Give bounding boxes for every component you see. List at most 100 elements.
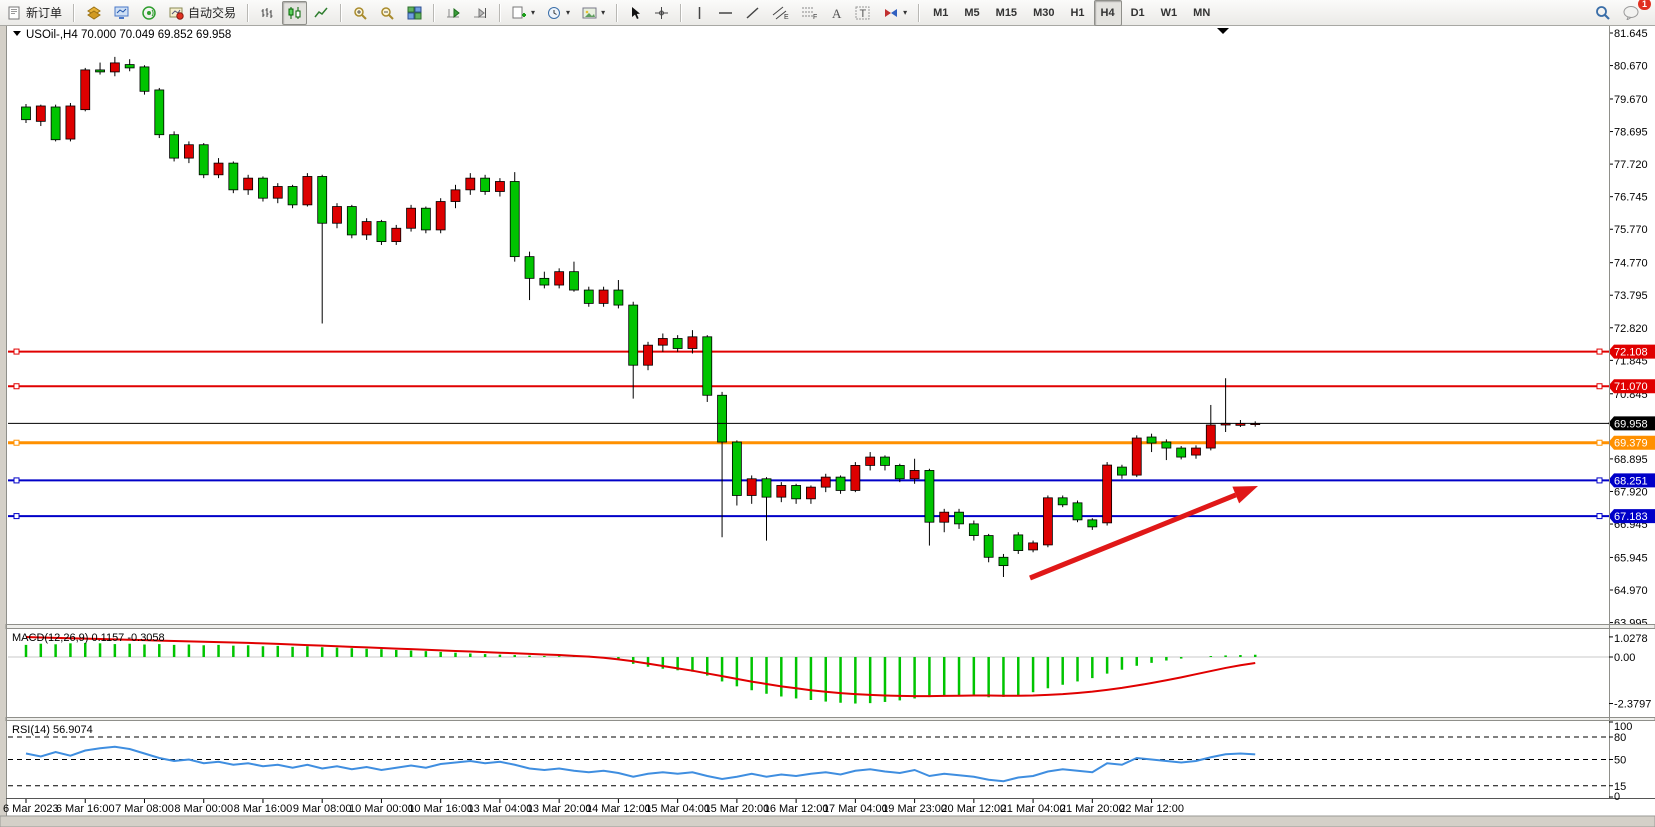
crosshair-icon xyxy=(654,6,669,20)
channel-button[interactable]: E xyxy=(767,1,794,25)
line-handle[interactable] xyxy=(1597,478,1602,483)
plusdoc-icon xyxy=(512,6,527,20)
channel-icon: E xyxy=(772,6,789,20)
bar-chart-button[interactable] xyxy=(255,1,280,25)
line-handle[interactable] xyxy=(1597,384,1602,389)
candle-body xyxy=(273,186,282,198)
candle-body xyxy=(495,181,504,191)
line-handle[interactable] xyxy=(14,478,19,483)
rsi-tick-label: 80 xyxy=(1614,732,1626,744)
new-order-button[interactable]: 新订单 xyxy=(3,1,67,25)
candle-body xyxy=(392,228,401,241)
add-indicator-button[interactable]: ▾ xyxy=(507,1,540,25)
timeframe-mn-button[interactable]: MN xyxy=(1186,0,1217,26)
auto-scroll-button[interactable] xyxy=(441,1,466,25)
candle-body xyxy=(1162,442,1171,448)
time-tick-label: 10 Mar 16:00 xyxy=(408,803,473,815)
time-tick-label: 7 Mar 08:00 xyxy=(115,803,174,815)
notifications-button[interactable]: 1 xyxy=(1618,1,1646,25)
candle-body xyxy=(762,479,771,497)
candle-body xyxy=(599,290,608,303)
line-handle[interactable] xyxy=(14,514,19,519)
fibonacci-button[interactable]: F xyxy=(796,1,823,25)
toolbar-group: E F AT ▾ xyxy=(685,0,915,25)
dropdown-caret-icon[interactable]: ▾ xyxy=(601,8,605,17)
svg-text:F: F xyxy=(813,14,817,20)
cursor-button[interactable] xyxy=(624,1,647,25)
candle-body xyxy=(481,178,490,191)
candle-body xyxy=(880,457,889,465)
templates-button[interactable]: ▾ xyxy=(577,1,610,25)
chart-area[interactable]: 81.64580.67079.67078.69577.72076.74575.7… xyxy=(0,0,1655,827)
price-tag-label: 68.251 xyxy=(1614,475,1648,487)
rsi-tick-label: 50 xyxy=(1614,755,1626,767)
candle-body xyxy=(644,345,653,365)
toolbar: 新订单 自动交易 ▾ ▾ ▾ E F AT ▾ M1M5M15M30H1H4D1W1MN 1 xyxy=(0,0,1655,26)
market-depth-button[interactable] xyxy=(81,1,107,25)
vertical-line-button[interactable] xyxy=(688,1,711,25)
shapes-button[interactable]: ▾ xyxy=(878,1,912,25)
candle-body xyxy=(155,90,164,135)
candle-chart-button[interactable] xyxy=(282,1,307,25)
timeframe-m1-button[interactable]: M1 xyxy=(926,0,955,26)
autotrade-button[interactable]: 自动交易 xyxy=(164,1,241,25)
candle-body xyxy=(81,70,90,110)
candle-body xyxy=(288,186,297,204)
candle-body xyxy=(303,176,312,204)
candle-body xyxy=(199,145,208,175)
line-handle[interactable] xyxy=(1597,349,1602,354)
bars-icon xyxy=(260,6,275,20)
timeframe-group: M1M5M15M30H1H4D1W1MN xyxy=(923,0,1220,25)
zoom-out-button[interactable] xyxy=(375,1,400,25)
candle-body xyxy=(36,106,45,121)
dropdown-caret-icon[interactable]: ▾ xyxy=(903,8,907,17)
clock-icon xyxy=(547,6,562,20)
timeframe-h4-button[interactable]: H4 xyxy=(1094,0,1122,26)
line-chart-button[interactable] xyxy=(309,1,334,25)
candle-body xyxy=(718,395,727,442)
candle-body xyxy=(407,208,416,228)
text-button[interactable]: A xyxy=(825,1,848,25)
dropdown-caret-icon[interactable]: ▾ xyxy=(566,8,570,17)
candle-body xyxy=(569,272,578,290)
image-icon xyxy=(582,6,597,20)
horizontal-line-button[interactable] xyxy=(713,1,738,25)
pane-splitter[interactable] xyxy=(6,625,1655,629)
dropdown-caret-icon[interactable]: ▾ xyxy=(531,8,535,17)
pane-splitter[interactable] xyxy=(6,718,1655,721)
price-tick-label: 77.720 xyxy=(1614,159,1648,171)
candle-body xyxy=(688,337,697,349)
price-tag-label: 67.183 xyxy=(1614,511,1648,523)
tile-windows-button[interactable] xyxy=(402,1,427,25)
timeframe-d1-button[interactable]: D1 xyxy=(1124,0,1152,26)
line-handle[interactable] xyxy=(14,349,19,354)
line-handle[interactable] xyxy=(14,384,19,389)
label-button[interactable]: T xyxy=(850,1,876,25)
time-tick-label: 8 Mar 00:00 xyxy=(174,803,233,815)
periods-button[interactable]: ▾ xyxy=(542,1,575,25)
timeframe-m5-button[interactable]: M5 xyxy=(957,0,986,26)
price-tag-68.251: 68.251 xyxy=(1608,473,1655,487)
timeframe-m15-button[interactable]: M15 xyxy=(989,0,1024,26)
new-order-button-label: 新订单 xyxy=(26,4,62,21)
timeframe-w1-button[interactable]: W1 xyxy=(1154,0,1185,26)
search-button[interactable] xyxy=(1590,1,1616,25)
line-handle[interactable] xyxy=(1597,514,1602,519)
crosshair-button[interactable] xyxy=(649,1,674,25)
zoom-in-button[interactable] xyxy=(348,1,373,25)
toolbar-separator xyxy=(616,4,618,22)
candle-body xyxy=(910,470,919,478)
market-watch-button[interactable] xyxy=(109,1,135,25)
timeframe-m30-button[interactable]: M30 xyxy=(1026,0,1061,26)
candle-body xyxy=(525,257,534,279)
signals-button[interactable] xyxy=(137,1,162,25)
trendline-button[interactable] xyxy=(740,1,765,25)
chart-shift-button[interactable] xyxy=(468,1,493,25)
line-handle[interactable] xyxy=(14,440,19,445)
candle-body xyxy=(851,465,860,490)
toolbar-right-cluster: 1 xyxy=(1589,1,1655,25)
timeframe-h1-button[interactable]: H1 xyxy=(1063,0,1091,26)
candle-body xyxy=(436,202,445,230)
line-handle[interactable] xyxy=(1597,440,1602,445)
candle-body xyxy=(584,290,593,303)
